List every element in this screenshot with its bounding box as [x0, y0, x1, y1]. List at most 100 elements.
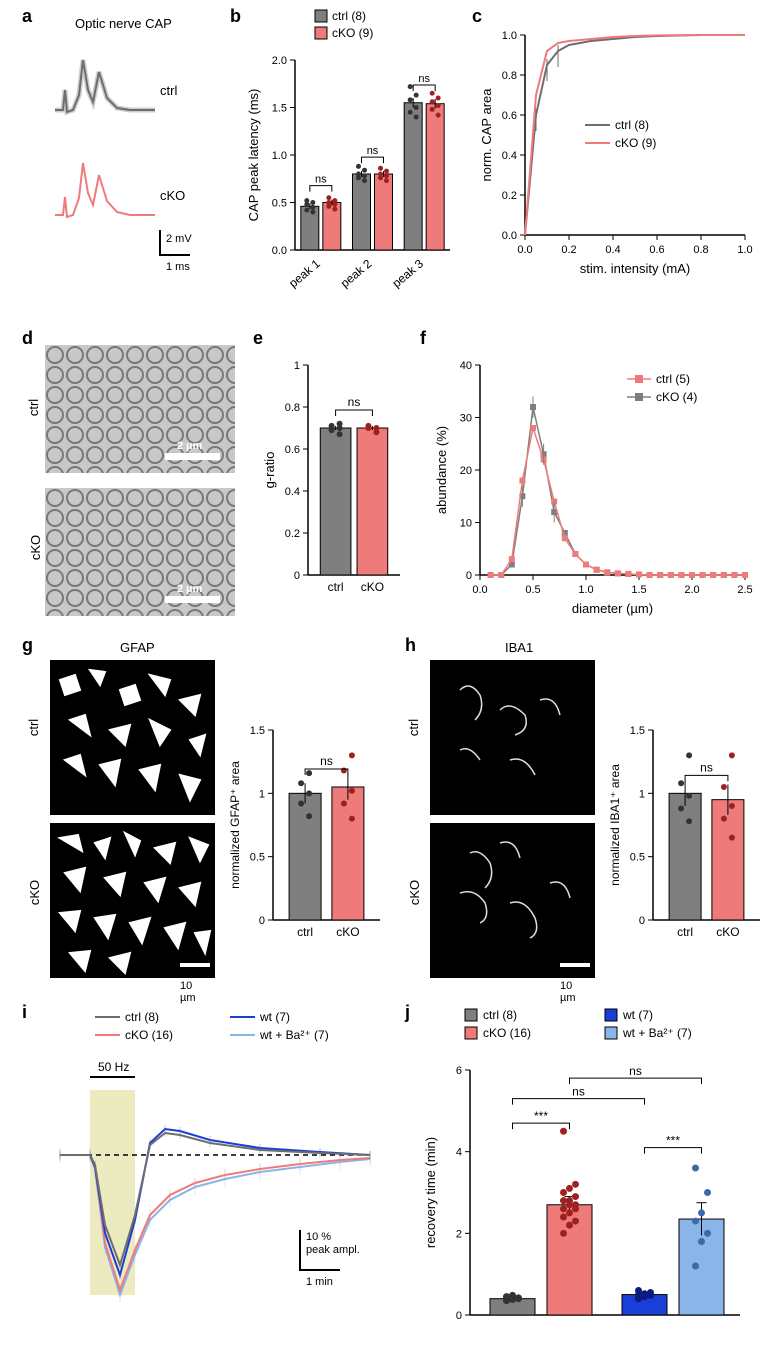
panel-a-title: Optic nerve CAP [75, 16, 172, 31]
svg-text:peak ampl.: peak ampl. [306, 1244, 360, 1256]
svg-text:peak 2: peak 2 [338, 256, 375, 290]
svg-text:wt (7): wt (7) [622, 1008, 653, 1022]
svg-text:0.5: 0.5 [272, 198, 287, 210]
svg-text:0.4: 0.4 [605, 244, 620, 256]
svg-text:30: 30 [460, 413, 472, 425]
svg-text:1.0: 1.0 [272, 150, 287, 162]
panel-g-bar-svg: 0 0.5 1 1.5 normalized GFAP⁺ area ns ctrl cKO [225, 660, 390, 980]
svg-text:0.6: 0.6 [502, 110, 517, 122]
panel-c-svg: 0.00.20.40.60.81.00.00.20.40.60.81.0norm… [475, 15, 765, 295]
panel-g-header: GFAP [120, 640, 155, 655]
svg-text:10 %: 10 % [306, 1231, 331, 1243]
svg-text:50 Hz: 50 Hz [98, 1060, 129, 1074]
svg-text:0: 0 [466, 570, 472, 582]
svg-text:1.5: 1.5 [631, 584, 646, 596]
svg-text:ns: ns [629, 1064, 642, 1078]
svg-text:1.0: 1.0 [578, 584, 593, 596]
svg-text:cKO (9): cKO (9) [615, 136, 656, 150]
panel-h-ctrl-img [430, 660, 595, 815]
svg-text:ctrl: ctrl [328, 580, 344, 594]
svg-text:2.0: 2.0 [272, 55, 287, 67]
svg-text:0.6: 0.6 [285, 444, 300, 456]
svg-text:***: *** [534, 1109, 548, 1123]
svg-text:cKO (9): cKO (9) [332, 26, 373, 40]
svg-text:40: 40 [460, 360, 472, 372]
svg-text:0: 0 [456, 1310, 462, 1322]
panel-h-cko-img [430, 823, 595, 978]
svg-text:0.8: 0.8 [693, 244, 708, 256]
svg-text:normalized IBA1⁺ area: normalized IBA1⁺ area [608, 764, 622, 886]
panel-a-label: a [22, 6, 32, 27]
panel-g-cko-label: cKO [27, 880, 42, 905]
svg-text:2.5: 2.5 [737, 584, 752, 596]
panel-a-svg: Optic nerve CAP ctrl cKO 2 mV 1 ms [40, 10, 225, 290]
svg-text:cKO (16): cKO (16) [483, 1026, 531, 1040]
svg-text:0.2: 0.2 [561, 244, 576, 256]
panel-d-ctrl-label: ctrl [26, 399, 41, 416]
svg-text:6: 6 [456, 1065, 462, 1077]
svg-text:abundance (%): abundance (%) [434, 426, 449, 514]
panel-b-svg: ctrl (8)cKO (9)0.00.51.01.52.0CAP peak l… [240, 5, 465, 305]
svg-text:ctrl: ctrl [297, 925, 313, 939]
svg-text:0.2: 0.2 [285, 528, 300, 540]
svg-text:0.5: 0.5 [250, 852, 265, 864]
panel-d-cko-em: 2 µm [45, 488, 235, 616]
svg-text:cKO (16): cKO (16) [125, 1028, 173, 1042]
svg-text:1.5: 1.5 [250, 725, 265, 737]
svg-text:ctrl: ctrl [677, 925, 693, 939]
panel-e-svg: 00.20.40.60.81g-rationsctrlcKO [260, 340, 410, 620]
panel-g-scale: 10 µm [180, 980, 196, 1004]
svg-text:0.0: 0.0 [272, 245, 287, 257]
panel-d-ctrl-em: 2 µm [45, 345, 235, 473]
svg-text:ctrl (8): ctrl (8) [125, 1010, 159, 1024]
panel-j-label: j [405, 1002, 410, 1023]
svg-text:0.4: 0.4 [502, 150, 517, 162]
panel-a-cko-label: cKO [160, 188, 185, 203]
svg-text:CAP peak latency (ms): CAP peak latency (ms) [246, 89, 261, 222]
svg-text:ctrl (8): ctrl (8) [615, 118, 649, 132]
svg-text:0.6: 0.6 [649, 244, 664, 256]
svg-text:ns: ns [348, 395, 361, 409]
panel-f-label: f [420, 328, 426, 349]
svg-text:0.0: 0.0 [517, 244, 532, 256]
panel-j-svg: ctrl (8)cKO (16)wt (7)wt + Ba²⁺ (7)0246r… [415, 1005, 765, 1355]
svg-text:***: *** [666, 1134, 680, 1148]
svg-text:ns: ns [418, 73, 430, 85]
svg-text:norm. CAP area: norm. CAP area [479, 88, 494, 182]
svg-text:0.0: 0.0 [502, 230, 517, 242]
svg-text:cKO: cKO [361, 580, 384, 594]
svg-text:ns: ns [320, 754, 333, 768]
svg-text:0.5: 0.5 [630, 852, 645, 864]
svg-text:stim. intensity (mA): stim. intensity (mA) [580, 261, 691, 276]
svg-text:0.8: 0.8 [502, 70, 517, 82]
svg-text:diameter (µm): diameter (µm) [572, 601, 653, 616]
svg-text:1.0: 1.0 [502, 30, 517, 42]
panel-d-scale2: 2 µm [177, 583, 203, 595]
panel-g-ctrl-img [50, 660, 215, 815]
svg-text:10: 10 [460, 518, 472, 530]
panel-h-header: IBA1 [505, 640, 533, 655]
svg-text:0: 0 [259, 915, 265, 927]
panel-h-ctrl-label: ctrl [406, 719, 421, 736]
panel-i-label: i [22, 1002, 27, 1023]
svg-text:1: 1 [259, 788, 265, 800]
svg-text:0.0: 0.0 [472, 584, 487, 596]
panel-h-cko-label: cKO [407, 880, 422, 905]
svg-text:0.8: 0.8 [285, 402, 300, 414]
panel-i-svg: ctrl (8) cKO (16) wt (7) wt + Ba²⁺ (7) 50 Hz… [40, 1005, 400, 1355]
svg-text:wt + Ba²⁺ (7): wt + Ba²⁺ (7) [259, 1028, 329, 1042]
svg-text:wt (7): wt (7) [259, 1010, 290, 1024]
svg-text:cKO: cKO [336, 925, 359, 939]
svg-text:ns: ns [572, 1085, 585, 1099]
svg-text:ns: ns [315, 174, 327, 186]
svg-text:g-ratio: g-ratio [262, 452, 277, 489]
svg-text:1.0: 1.0 [737, 244, 752, 256]
panel-g-label: g [22, 635, 33, 656]
panel-g-cko-img [50, 823, 215, 978]
svg-text:2.0: 2.0 [684, 584, 699, 596]
svg-text:wt + Ba²⁺ (7): wt + Ba²⁺ (7) [622, 1026, 692, 1040]
svg-text:cKO (4): cKO (4) [656, 390, 697, 404]
svg-text:0: 0 [639, 915, 645, 927]
svg-text:0.4: 0.4 [285, 486, 300, 498]
svg-text:normalized GFAP⁺ area: normalized GFAP⁺ area [228, 761, 242, 889]
